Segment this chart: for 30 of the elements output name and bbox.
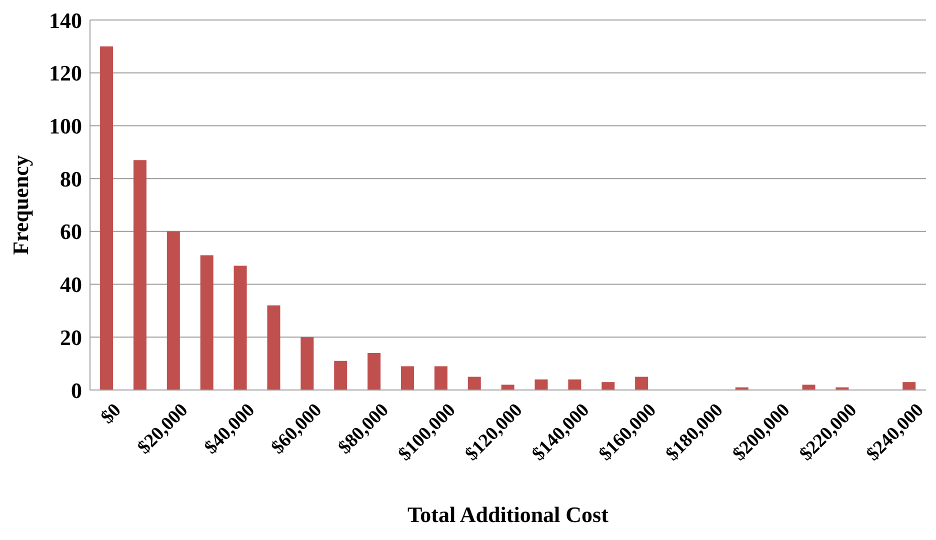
bar — [368, 353, 381, 390]
bar — [400, 366, 414, 390]
y-tick-label: 140 — [49, 8, 82, 33]
y-tick-label: 40 — [60, 272, 82, 298]
bar — [434, 366, 448, 390]
y-tick-label: 80 — [60, 166, 82, 192]
bar — [802, 384, 816, 390]
y-axis-title: Frequency — [8, 155, 33, 255]
bar — [534, 379, 548, 390]
bar — [334, 360, 348, 390]
bar — [133, 160, 146, 390]
bar — [902, 382, 916, 390]
bar — [234, 266, 247, 390]
bar — [568, 379, 582, 390]
y-tick-label: 100 — [49, 114, 82, 139]
y-tick-label: 60 — [60, 219, 82, 244]
bar — [468, 376, 481, 390]
bar — [100, 46, 114, 390]
bar — [267, 305, 280, 390]
bar — [602, 382, 615, 390]
x-tick-label: $0 — [97, 400, 126, 428]
bar — [300, 337, 314, 390]
bar — [200, 255, 214, 390]
bar — [635, 376, 648, 390]
y-tick-label: 20 — [60, 324, 82, 350]
x-axis-title: Total Additional Cost — [408, 502, 610, 527]
bar — [501, 384, 514, 390]
bar — [166, 231, 180, 390]
y-tick-label: 0 — [71, 378, 82, 403]
y-tick-label: 120 — [49, 60, 82, 86]
